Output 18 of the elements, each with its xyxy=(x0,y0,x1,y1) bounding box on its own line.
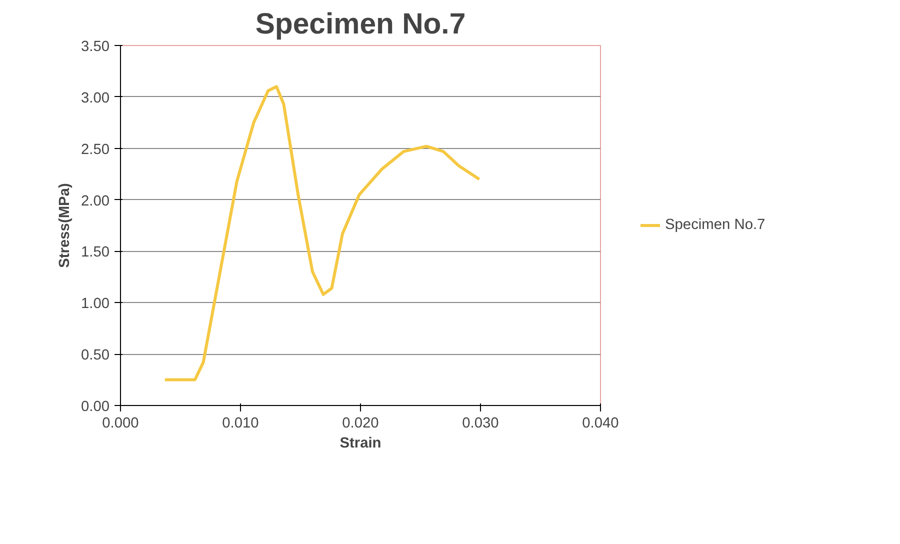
x-tick-label: 0.030 xyxy=(462,416,499,432)
y-tick-label: 3.50 xyxy=(80,39,110,55)
y-tick-label: 2.00 xyxy=(80,193,110,210)
x-tick-label: 0.010 xyxy=(222,416,259,432)
x-tick-label: 0.000 xyxy=(102,416,139,432)
x-axis-title: Strain xyxy=(340,436,382,452)
x-tick-label: 0.020 xyxy=(342,416,379,432)
y-tick-label: 3.00 xyxy=(80,90,110,106)
line-series xyxy=(163,85,481,382)
legend-label: Specimen No.7 xyxy=(665,217,766,233)
y-tick-label: 2.50 xyxy=(80,142,110,158)
y-tick-label: 1.50 xyxy=(80,244,110,261)
x-tick-label: 0.040 xyxy=(582,416,619,432)
y-tick-label: 0.00 xyxy=(80,399,110,415)
chart-title: Specimen No.7 xyxy=(255,8,466,40)
y-tick-label: 0.50 xyxy=(80,348,110,364)
y-tick-label: 1.00 xyxy=(80,296,110,312)
y-axis-title: Stress(MPa) xyxy=(56,183,73,268)
